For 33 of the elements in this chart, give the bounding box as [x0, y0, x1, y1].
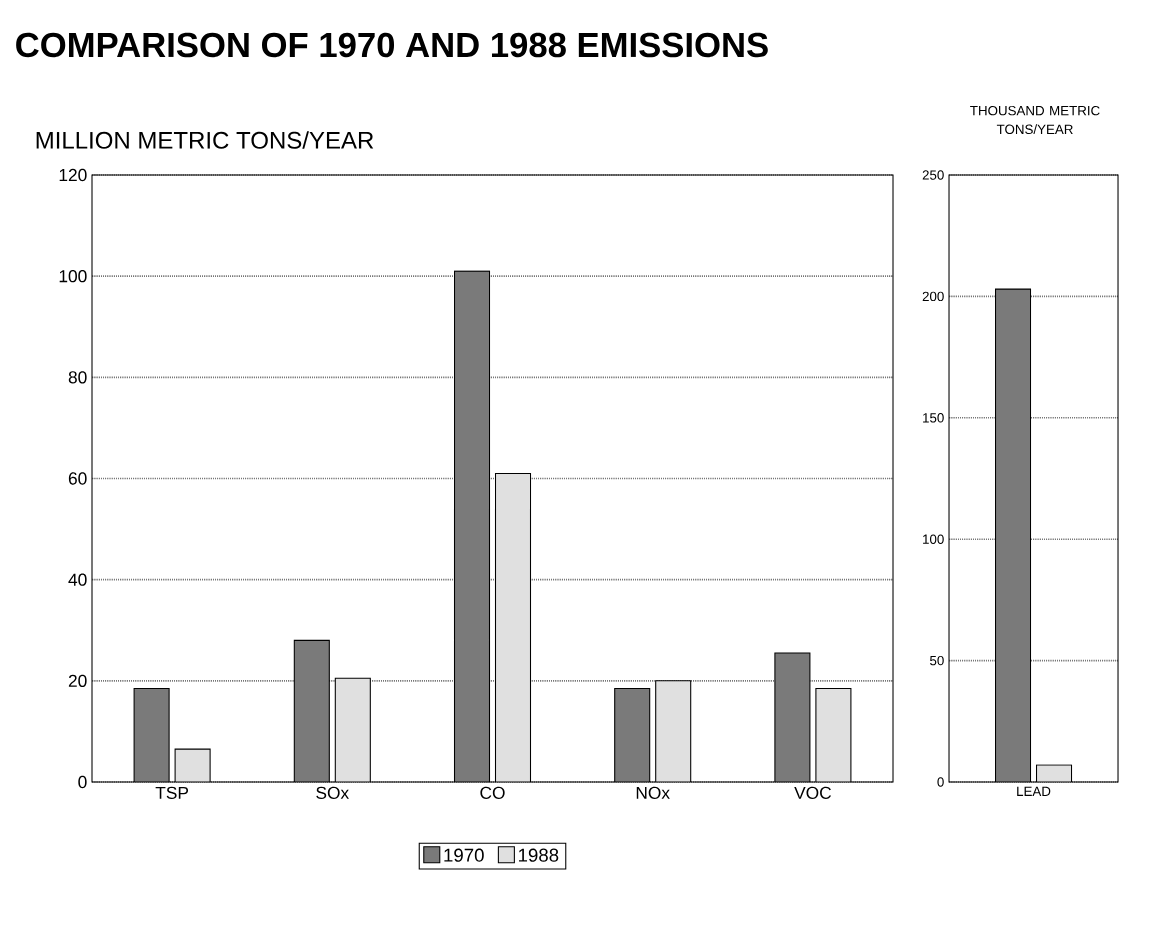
chart-title: COMPARISON OF 1970 AND 1988 EMISSIONS	[16, 32, 768, 58]
y-axis-title: MILLION METRIC TONS/YEAR	[36, 131, 374, 149]
y-tick-label: 80	[68, 371, 87, 384]
bar	[614, 687, 651, 782]
legend-label: 1988	[518, 848, 559, 862]
y-tick-label: 60	[68, 472, 87, 485]
y-tick-label: 50	[930, 655, 944, 666]
y-tick-label: 0	[78, 775, 87, 789]
x-tick-label: NOx	[636, 786, 670, 799]
x-tick-label: TSP	[155, 786, 189, 799]
y-tick-label: 100	[59, 270, 87, 283]
y-tick-label: 120	[59, 168, 87, 182]
bar	[293, 639, 330, 782]
bar	[774, 652, 811, 782]
bar	[815, 687, 852, 782]
x-tick-label: VOC	[794, 786, 832, 799]
y-tick-label: 200	[922, 291, 944, 302]
x-tick-label: LEAD	[1017, 786, 1051, 796]
bar	[655, 680, 692, 782]
y-tick-label: 0	[937, 777, 944, 787]
bar	[334, 677, 371, 782]
y-axis-title: THOUSAND METRIC TONS/YEAR	[970, 105, 1100, 135]
legend-label: 1970	[444, 848, 484, 862]
y-tick-label: 40	[68, 573, 87, 586]
y-tick-label: 250	[922, 170, 944, 180]
y-tick-label: 150	[923, 413, 944, 423]
x-tick-label: SOx	[316, 786, 349, 799]
bar	[494, 472, 532, 782]
bar	[453, 270, 491, 782]
y-tick-label: 100	[923, 534, 944, 544]
y-tick-label: 20	[68, 674, 87, 687]
x-tick-label: CO	[480, 786, 505, 799]
bar	[133, 687, 170, 782]
